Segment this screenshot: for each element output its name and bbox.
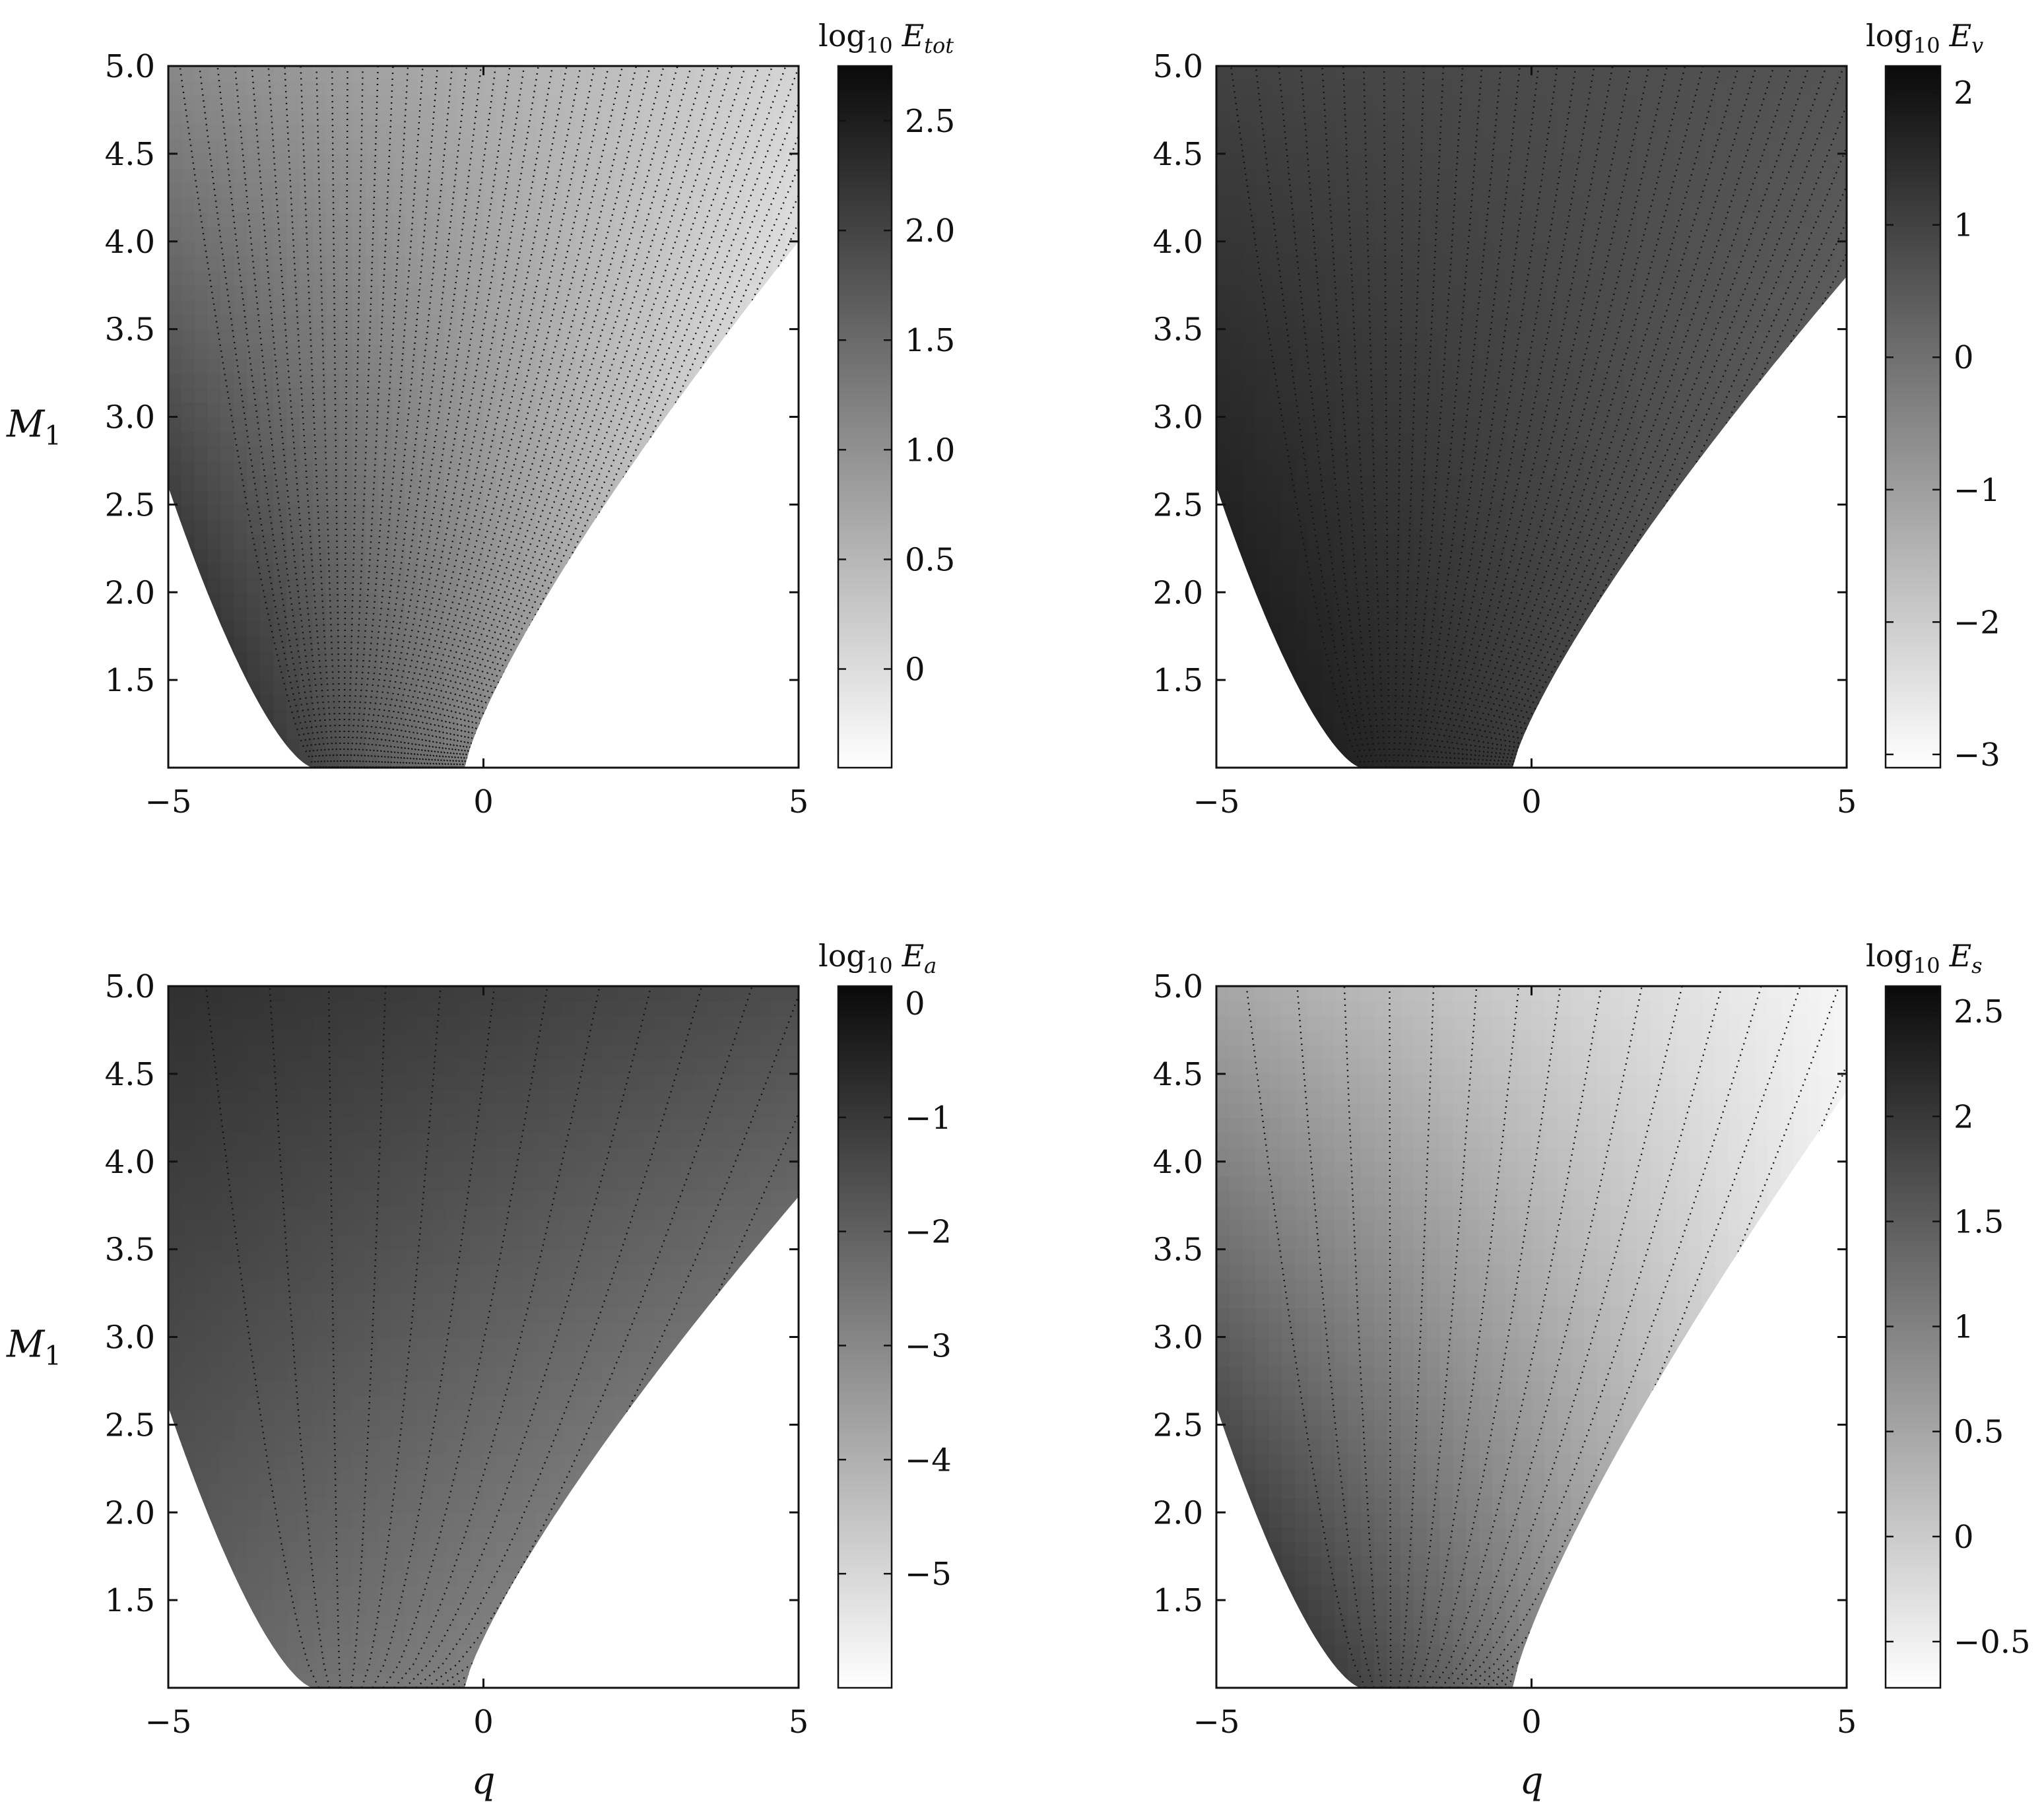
colorbar-tick-label: 1.0: [905, 432, 955, 469]
panel-top-left: −5 0 5 1.5 2.0 2.5 3.0 3.5 4.0 4.5 5.0 M1 0 0.5 1.0 1.5…: [6, 18, 955, 820]
panel-bottom-right: −5 0 5 1.5 2.0 2.5 3.0 3.5 4.0 4.5 5.0 q −0.5 0 0.5 1 1.…: [1153, 938, 2031, 1802]
y-tick-label: 3.5: [1153, 1232, 1203, 1269]
y-tick-label: 4.0: [1153, 1144, 1203, 1181]
colorbar-tick-label: −1: [1954, 472, 2000, 509]
colorbar-tick-label: 1.5: [1954, 1203, 2004, 1240]
y-tick-label: 3.5: [105, 1232, 155, 1269]
x-tick-label: 0: [1521, 784, 1542, 820]
y-axis-label: M1: [6, 1323, 61, 1372]
colorbar-tick-label: 2: [1954, 75, 1974, 112]
colorbar-title: log10 Ev: [1866, 18, 1983, 58]
y-tick-label: 5.0: [1153, 968, 1203, 1005]
colorbar-gradient: [1884, 985, 1942, 1689]
y-tick-label: 3.5: [105, 312, 155, 349]
y-tick-label: 2.5: [1153, 1407, 1203, 1444]
y-tick-label: 2.0: [105, 1494, 155, 1531]
y-tick-label: 2.0: [1153, 1494, 1203, 1531]
y-tick-label: 1.5: [105, 1582, 155, 1619]
y-tick-label: 4.0: [105, 1144, 155, 1181]
heatmap-field: [1216, 66, 1847, 768]
y-tick-label: 3.0: [105, 399, 155, 436]
y-axis-label: M1: [6, 403, 61, 451]
colorbar-tick-label: 0: [1954, 339, 1974, 376]
colorbar-tick-label: 2.5: [905, 103, 955, 140]
x-tick-label: 5: [789, 1704, 809, 1741]
x-axis-label: q: [472, 1760, 496, 1802]
colorbar-title: log10 Es: [1866, 938, 1983, 978]
y-tick-label: 4.5: [105, 136, 155, 173]
y-tick-label: 4.5: [1153, 1056, 1203, 1093]
y-tick-label: 3.0: [105, 1319, 155, 1356]
colorbar-tick-label: 2.0: [905, 213, 955, 250]
x-axis-label: q: [1520, 1760, 1544, 1802]
colorbar-gradient: [837, 65, 893, 769]
heatmap-field: [1216, 986, 1847, 1688]
y-tick-label: 2.0: [1153, 574, 1203, 611]
y-tick-label: 2.0: [105, 574, 155, 611]
panel-top-right: −5 0 5 1.5 2.0 2.5 3.0 3.5 4.0 4.5 5.0 −3 −2 −1 0 1 2 log…: [1153, 18, 2000, 820]
y-tick-label: 2.5: [105, 1407, 155, 1444]
y-tick-label: 4.5: [105, 1056, 155, 1093]
colorbar-title: log10 Etot: [818, 18, 954, 58]
x-tick-label: 0: [473, 784, 494, 820]
colorbar-gradient: [1884, 65, 1942, 769]
colorbar-tick-label: −5: [905, 1556, 952, 1593]
colorbar-tick-label: −2: [1954, 604, 2000, 641]
colorbar-gradient: [837, 985, 893, 1689]
colorbar-tick-label: 0: [905, 985, 925, 1022]
colorbar-tick-label: 0: [1954, 1519, 1974, 1556]
colorbar-tick-label: −4: [905, 1442, 952, 1479]
heatmap-field: [168, 986, 799, 1688]
colorbar-tick-label: −1: [905, 1100, 952, 1137]
contour-lines: [205, 986, 799, 1688]
x-tick-label: 0: [1521, 1704, 1542, 1741]
y-tick-label: 2.5: [105, 486, 155, 523]
y-tick-label: 3.0: [1153, 1319, 1203, 1356]
y-tick-label: 2.5: [1153, 486, 1203, 523]
y-tick-label: 4.0: [1153, 224, 1203, 261]
colorbar-tick-label: 1: [1954, 1309, 1974, 1346]
x-tick-label: 5: [789, 784, 809, 820]
colorbar-tick-label: 0.5: [905, 541, 955, 578]
x-tick-label: 5: [1837, 784, 1857, 820]
panel-bottom-left: −5 0 51.52.02.53.03.54.04.55.0M1q−5−4−3−2−…: [6, 938, 952, 1802]
colorbar: −5 −4 −3 −2 −1 0 log10 Ea: [818, 938, 952, 1689]
colorbar-tick-label: 1.5: [905, 322, 955, 359]
colorbar-tick-label: 2.5: [1954, 993, 2004, 1030]
y-tick-label: 5.0: [1153, 48, 1203, 85]
y-tick-label: 1.5: [1153, 662, 1203, 699]
y-tick-label: 4.0: [105, 224, 155, 261]
colorbar-tick-label: 2: [1954, 1098, 1974, 1135]
x-tick-label: −5: [1193, 1704, 1240, 1741]
colorbar-tick-label: 0.5: [1954, 1414, 2004, 1451]
y-tick-label: 5.0: [105, 968, 155, 1005]
x-tick-label: 0: [473, 1704, 494, 1741]
colorbar: −3 −2 −1 0 1 2 log10 Ev: [1866, 18, 2000, 774]
colorbar-tick-label: 0: [905, 651, 925, 688]
y-tick-label: 3.0: [1153, 399, 1203, 436]
colorbar: 0 0.5 1.0 1.5 2.0 2.5 log10 Etot: [818, 18, 955, 769]
y-tick-label: 4.5: [1153, 136, 1203, 173]
colorbar: −0.5 0 0.5 1 1.5 2 2.5 log10 Es: [1866, 938, 2031, 1689]
heatmap-field: [168, 66, 799, 768]
y-tick-label: 1.5: [1153, 1582, 1203, 1619]
colorbar-tick-label: 1: [1954, 207, 1974, 244]
colorbar-tick-label: −3: [1954, 737, 2000, 774]
colorbar-tick-label: −3: [905, 1327, 952, 1364]
colorbar-title: log10 Ea: [818, 938, 937, 978]
y-tick-label: 1.5: [105, 662, 155, 699]
x-tick-label: 5: [1837, 1704, 1857, 1741]
x-tick-label: −5: [145, 1704, 192, 1741]
x-tick-label: −5: [1193, 784, 1240, 820]
y-tick-label: 3.5: [1153, 312, 1203, 349]
colorbar-tick-label: −0.5: [1954, 1624, 2031, 1661]
x-tick-label: −5: [145, 784, 192, 820]
colorbar-tick-label: −2: [905, 1214, 952, 1251]
y-tick-label: 5.0: [105, 48, 155, 85]
contour-lines: [179, 66, 799, 768]
